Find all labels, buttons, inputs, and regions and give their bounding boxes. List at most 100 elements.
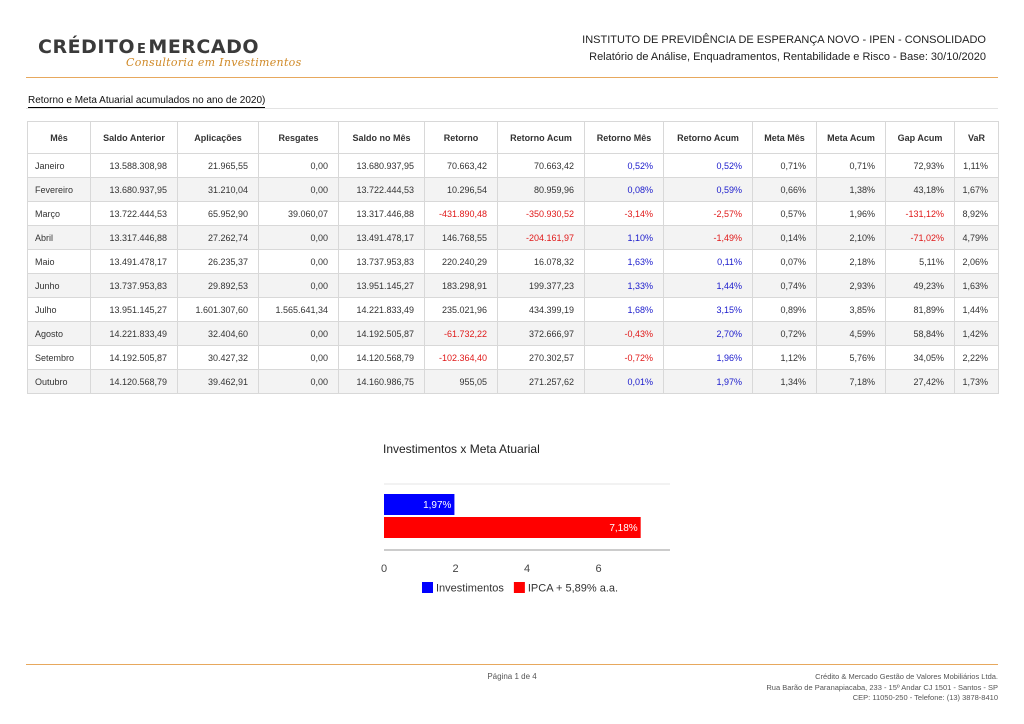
table-row: Fevereiro 13.680.937,95 31.210,04 0,00 13.72… <box>27 177 999 202</box>
table-cell: 146.768,55 <box>424 225 498 250</box>
table-cell: -102.364,40 <box>424 345 498 370</box>
table-cell: -0,43% <box>584 321 664 346</box>
table-cell: 70.663,42 <box>424 153 498 178</box>
footer-company: Crédito & Mercado Gestão de Valores Mobi… <box>815 672 998 681</box>
table-cell: 14.192.505,87 <box>338 321 425 346</box>
table-cell: 0,72% <box>752 321 817 346</box>
table-cell: 4,79% <box>954 225 999 250</box>
table-cell: 1.601.307,60 <box>177 297 259 322</box>
month-cell: Março <box>27 201 91 226</box>
table-cell: 3,85% <box>816 297 886 322</box>
chart-title: Investimentos x Meta Atuarial <box>383 442 540 456</box>
table-cell: 1,11% <box>954 153 999 178</box>
table-cell: 199.377,23 <box>497 273 585 298</box>
table-cell: 0,00 <box>258 369 339 394</box>
table-cell: 43,18% <box>885 177 955 202</box>
footer-contact: CEP: 11050-250 - Telefone: (13) 3878-841… <box>852 693 998 702</box>
table-cell: 16.078,32 <box>497 249 585 274</box>
table-cell: 1,42% <box>954 321 999 346</box>
table-cell: 80.959,96 <box>497 177 585 202</box>
column-header: Mês <box>27 121 91 154</box>
legend-label: IPCA + 5,89% a.a. <box>528 583 618 595</box>
legend-swatch <box>513 582 525 593</box>
legend-label: Investimentos <box>436 583 504 595</box>
table-cell: 13.680.937,95 <box>90 177 178 202</box>
table-cell: 21.965,55 <box>177 153 259 178</box>
table-cell: 13.951.145,27 <box>338 273 425 298</box>
table-cell: -1,49% <box>663 225 753 250</box>
table-cell: -71,02% <box>885 225 955 250</box>
month-cell: Agosto <box>27 321 91 346</box>
x-tick-label: 0 <box>381 563 387 575</box>
table-cell: 1,44% <box>663 273 753 298</box>
column-header: Aplicações <box>177 121 259 154</box>
month-cell: Junho <box>27 273 91 298</box>
table-cell: 32.404,60 <box>177 321 259 346</box>
table-cell: 81,89% <box>885 297 955 322</box>
table-cell: 235.021,96 <box>424 297 498 322</box>
month-cell: Maio <box>27 249 91 274</box>
table-cell: 5,11% <box>885 249 955 274</box>
table-cell: -61.732,22 <box>424 321 498 346</box>
table-cell: -2,57% <box>663 201 753 226</box>
table-cell: 1,68% <box>584 297 664 322</box>
table-cell: 0,00 <box>258 153 339 178</box>
table-cell: 1,63% <box>584 249 664 274</box>
table-cell: 14.160.986,75 <box>338 369 425 394</box>
returns-table: Mês Saldo Anterior Aplicações Resgates Saldo… <box>27 121 999 394</box>
table-cell: 1,63% <box>954 273 999 298</box>
table-cell: 13.491.478,17 <box>338 225 425 250</box>
table-cell: 0,11% <box>663 249 753 274</box>
table-cell: 1,38% <box>816 177 886 202</box>
table-cell: 0,00 <box>258 249 339 274</box>
table-cell: 14.221.833,49 <box>90 321 178 346</box>
table-cell: 270.302,57 <box>497 345 585 370</box>
table-cell: -0,72% <box>584 345 664 370</box>
table-cell: 5,76% <box>816 345 886 370</box>
column-header: Gap Acum <box>885 121 955 154</box>
table-cell: 0,07% <box>752 249 817 274</box>
table-cell: 8,92% <box>954 201 999 226</box>
table-cell: 1,10% <box>584 225 664 250</box>
table-cell: 0,66% <box>752 177 817 202</box>
bar-meta <box>384 517 641 538</box>
table-cell: 0,52% <box>663 153 753 178</box>
table-cell: 39.462,91 <box>177 369 259 394</box>
table-cell: 14.192.505,87 <box>90 345 178 370</box>
table-cell: 1,96% <box>663 345 753 370</box>
logo-tagline: Consultoria em Investimentos <box>126 56 302 69</box>
table-body: Janeiro 13.588.308,98 21.965,55 0,00 13.680.… <box>27 153 999 394</box>
table-cell: 2,18% <box>816 249 886 274</box>
table-cell: 0,14% <box>752 225 817 250</box>
bar-investimentos <box>384 494 455 515</box>
month-cell: Outubro <box>27 369 91 394</box>
x-tick-label: 6 <box>595 563 601 575</box>
report-subtitle: Relatório de Análise, Enquadramentos, Re… <box>589 51 986 63</box>
table-cell: 0,00 <box>258 345 339 370</box>
company-logo: CRÉDITO E MERCADO Consultoria em Investime… <box>38 36 301 72</box>
institution-name: INSTITUTO DE PREVIDÊNCIA DE ESPERANÇA NO… <box>582 34 986 46</box>
column-header: Retorno <box>424 121 498 154</box>
table-cell: 0,57% <box>752 201 817 226</box>
table-row: Março 13.722.444,53 65.952,90 39.060,07 13.3… <box>27 201 999 226</box>
table-cell: 10.296,54 <box>424 177 498 202</box>
table-cell: 13.737.953,83 <box>338 249 425 274</box>
table-cell: 13.317.446,88 <box>90 225 178 250</box>
table-cell: 1,34% <box>752 369 817 394</box>
table-cell: 0,59% <box>663 177 753 202</box>
table-cell: 13.491.478,17 <box>90 249 178 274</box>
table-cell: 70.663,42 <box>497 153 585 178</box>
table-cell: 1,44% <box>954 297 999 322</box>
footer-divider <box>26 664 998 665</box>
table-cell: 13.680.937,95 <box>338 153 425 178</box>
table-cell: 271.257,62 <box>497 369 585 394</box>
month-cell: Janeiro <box>27 153 91 178</box>
table-row: Setembro 14.192.505,87 30.427,32 0,00 14.120… <box>27 345 999 370</box>
table-cell: 65.952,90 <box>177 201 259 226</box>
table-cell: 13.722.444,53 <box>90 201 178 226</box>
logo-word-1: CRÉDITO <box>38 36 136 58</box>
table-cell: 13.737.953,83 <box>90 273 178 298</box>
table-cell: 34,05% <box>885 345 955 370</box>
report-header: INSTITUTO DE PREVIDÊNCIA DE ESPERANÇA NO… <box>582 32 986 66</box>
table-cell: 39.060,07 <box>258 201 339 226</box>
